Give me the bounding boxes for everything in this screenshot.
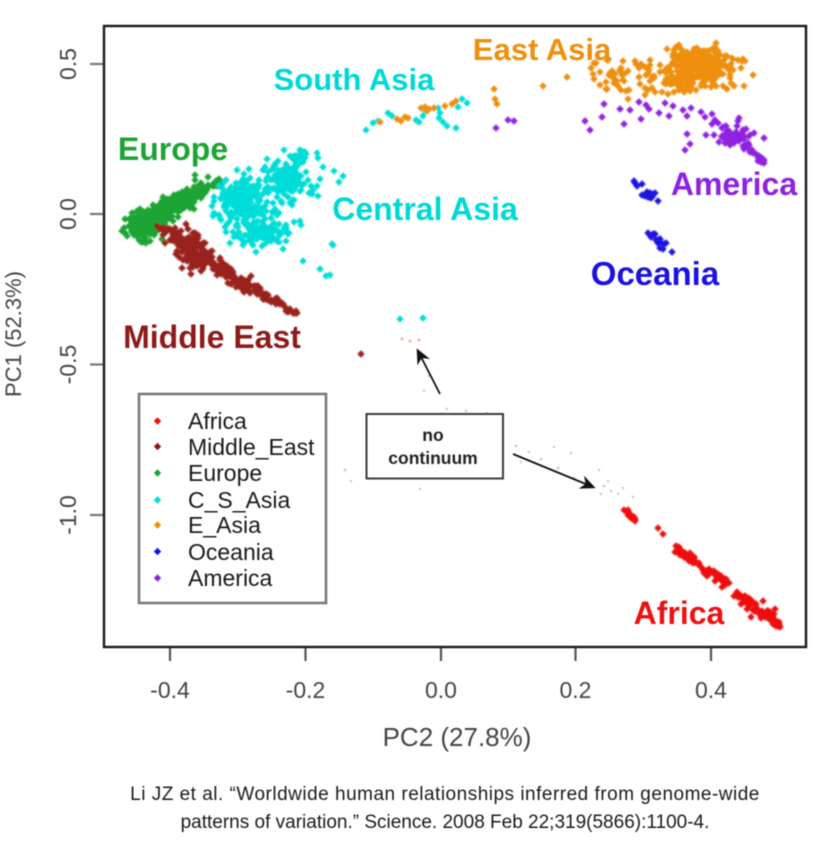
svg-text:PC1 (52.3%): PC1 (52.3%): [1, 271, 26, 397]
svg-text:PC2 (27.8%): PC2 (27.8%): [383, 722, 532, 752]
svg-text:Africa: Africa: [634, 595, 725, 631]
svg-text:-0.4: -0.4: [150, 677, 190, 703]
svg-text:continuum: continuum: [388, 448, 477, 468]
svg-text:Oceania: Oceania: [591, 255, 720, 292]
svg-text:patterns of variation.” Scienc: patterns of variation.” Science. 2008 Fe…: [181, 812, 710, 833]
svg-text:Central Asia: Central Asia: [332, 191, 518, 227]
svg-text:-1.0: -1.0: [55, 495, 81, 535]
svg-text:E_Asia: E_Asia: [188, 512, 261, 538]
svg-text:America: America: [188, 565, 273, 591]
svg-text:-0.2: -0.2: [286, 677, 326, 703]
svg-text:Oceania: Oceania: [188, 539, 274, 565]
svg-text:0.4: 0.4: [695, 677, 727, 703]
svg-text:0.5: 0.5: [55, 48, 81, 80]
svg-text:East Asia: East Asia: [473, 32, 612, 67]
svg-text:Europe: Europe: [188, 460, 262, 486]
svg-text:0.0: 0.0: [55, 198, 81, 230]
svg-text:America: America: [671, 166, 798, 202]
svg-text:0.0: 0.0: [425, 677, 457, 703]
svg-text:Africa: Africa: [188, 408, 247, 434]
svg-text:Li JZ et al. “Worldwide human: Li JZ et al. “Worldwide human relationsh…: [130, 784, 760, 805]
svg-text:-0.5: -0.5: [55, 345, 81, 385]
svg-text:no: no: [422, 425, 443, 445]
svg-text:C_S_Asia: C_S_Asia: [188, 487, 290, 513]
svg-text:Middle_East: Middle_East: [188, 434, 315, 460]
svg-text:0.2: 0.2: [560, 677, 592, 703]
svg-text:South Asia: South Asia: [274, 62, 436, 97]
svg-text:Europe: Europe: [118, 131, 228, 167]
svg-text:Middle East: Middle East: [123, 319, 301, 355]
